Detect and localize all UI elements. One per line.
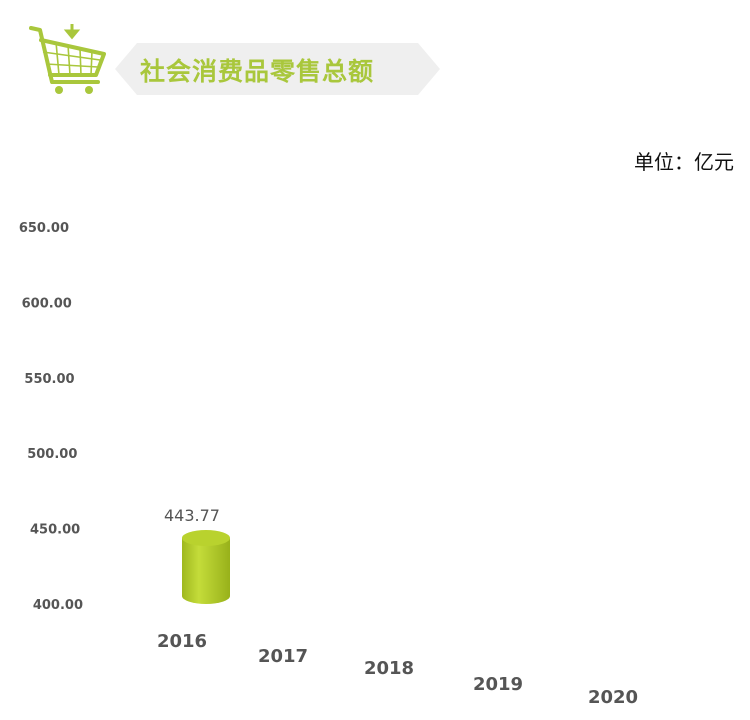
x-tick-label: 2017 — [258, 646, 308, 667]
x-tick-label: 2020 — [588, 687, 638, 708]
x-tick-label: 2019 — [473, 674, 523, 695]
unit-label: 单位：亿元 — [634, 150, 734, 174]
y-tick-label: 550.00 — [24, 372, 74, 387]
shopping-cart-icon — [29, 24, 106, 94]
bar-top — [182, 529, 230, 546]
y-tick-label: 500.00 — [27, 447, 77, 462]
bar-2016 — [182, 529, 230, 604]
x-tick-label: 2018 — [364, 658, 414, 679]
y-tick-label: 400.00 — [33, 598, 83, 613]
x-tick-label: 2016 — [157, 631, 207, 652]
title-banner — [115, 43, 440, 95]
page-title: 社会消费品零售总额 — [140, 57, 375, 86]
y-tick-label: 450.00 — [30, 523, 80, 538]
y-tick-label: 650.00 — [19, 221, 69, 236]
y-tick-label: 600.00 — [22, 296, 72, 311]
data-label: 443.77 — [164, 506, 220, 525]
